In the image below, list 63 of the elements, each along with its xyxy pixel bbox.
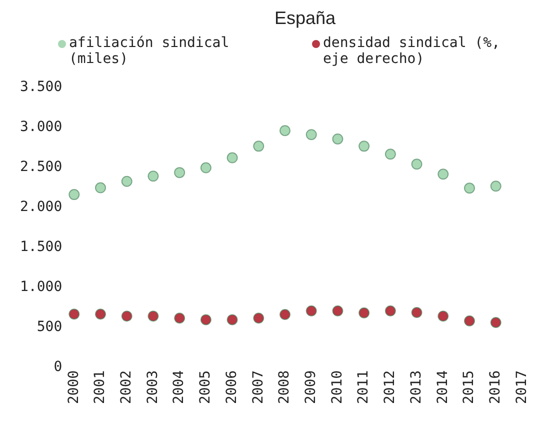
point	[279, 309, 290, 320]
x-tick-label: 2017	[514, 370, 530, 404]
chart-title: España	[273, 8, 337, 29]
x-tick-label: 2003	[144, 370, 161, 404]
point	[279, 125, 290, 136]
y-tick-label: 1.000	[20, 278, 62, 295]
point	[148, 310, 159, 322]
point	[438, 168, 449, 180]
x-tick-label: 2002	[118, 370, 134, 404]
point	[464, 182, 475, 194]
x-tick-label: 2010	[329, 370, 346, 404]
y-tick-label: 2.000	[20, 198, 62, 215]
point	[200, 162, 212, 174]
point	[384, 305, 396, 316]
x-tick-label: 2008	[276, 370, 293, 404]
point	[358, 140, 370, 152]
legend-label: afiliación sindical (miles)	[69, 35, 230, 67]
point	[121, 176, 132, 187]
point	[253, 312, 264, 324]
point	[95, 308, 106, 320]
x-tick-label: 2005	[198, 370, 214, 404]
point	[490, 317, 502, 328]
legend-label: densidad sindical (%, eje derecho)	[323, 35, 502, 67]
x-tick-label: 2001	[92, 370, 108, 404]
point	[121, 310, 132, 322]
point	[95, 182, 106, 194]
point	[384, 148, 396, 160]
point	[68, 189, 80, 200]
y-tick-label: 1.500	[20, 238, 62, 255]
point	[253, 140, 264, 152]
point	[226, 152, 238, 164]
x-tick-label: 2006	[224, 370, 240, 404]
point	[464, 315, 475, 326]
point	[148, 170, 159, 182]
y-tick-label: 2.500	[20, 159, 62, 176]
point	[174, 312, 186, 324]
point	[332, 133, 344, 144]
point	[332, 305, 344, 316]
point	[200, 314, 212, 326]
x-tick-label: 2014	[434, 370, 451, 404]
point	[306, 305, 317, 316]
x-tick-label: 2004	[171, 370, 188, 404]
y-tick-label: 3.500	[20, 79, 62, 96]
point	[490, 180, 502, 192]
point	[411, 307, 422, 318]
point	[174, 167, 186, 178]
x-tick-label: 2012	[382, 370, 398, 404]
point	[411, 158, 422, 170]
point	[306, 129, 317, 140]
point	[68, 308, 80, 320]
x-tick-label: 2016	[487, 370, 504, 404]
x-tick-label: 2000	[66, 370, 82, 404]
point	[226, 314, 238, 326]
x-tick-label: 2007	[250, 370, 266, 404]
x-tick-label: 2011	[356, 370, 372, 404]
y-tick-label: 500	[36, 318, 62, 335]
y-tick-label: 0	[54, 358, 62, 375]
y-tick-label: 3.000	[20, 119, 62, 136]
x-tick-label: 2009	[302, 370, 319, 404]
x-tick-label: 2013	[408, 370, 424, 404]
x-tick-label: 2015	[461, 370, 478, 404]
point	[358, 307, 370, 318]
point	[438, 310, 449, 322]
